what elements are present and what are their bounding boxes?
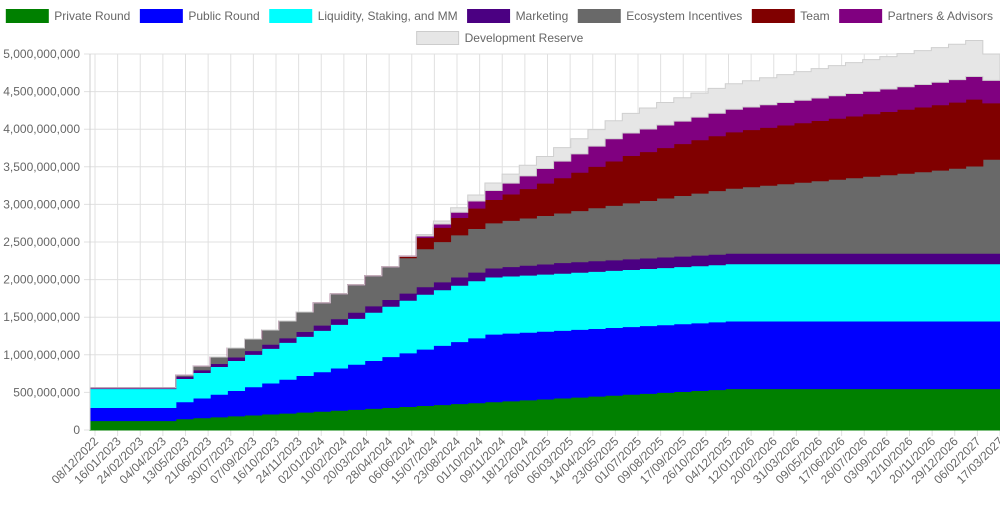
- legend-swatch: [577, 9, 621, 23]
- series-areas: [89, 39, 1000, 431]
- legend-item-marketing[interactable]: Marketing: [467, 9, 569, 23]
- legend-swatch: [139, 9, 183, 23]
- legend-swatch: [467, 9, 511, 23]
- y-tick-label: 1,000,000,000: [3, 348, 80, 362]
- legend-item-ecosystem-incentives[interactable]: Ecosystem Incentives: [577, 9, 742, 23]
- legend-swatch: [269, 9, 313, 23]
- y-tick-label: 5,000,000,000: [3, 47, 80, 61]
- legend-label: Development Reserve: [465, 31, 584, 45]
- legend-swatch: [5, 9, 49, 23]
- legend-label: Team: [800, 9, 829, 23]
- legend-item-development-reserve[interactable]: Development Reserve: [416, 31, 584, 45]
- legend-label: Private Round: [54, 9, 130, 23]
- legend-item-public-round[interactable]: Public Round: [139, 9, 260, 23]
- legend-item-partners-and-advisors[interactable]: Partners & Advisors: [839, 9, 993, 23]
- legend-label: Partners & Advisors: [888, 9, 993, 23]
- y-tick-label: 3,500,000,000: [3, 160, 80, 174]
- y-tick-label: 4,500,000,000: [3, 85, 80, 99]
- y-tick-label: 2,500,000,000: [3, 235, 80, 249]
- y-tick-label: 4,000,000,000: [3, 122, 80, 136]
- legend-item-team[interactable]: Team: [751, 9, 830, 23]
- legend-label: Liquidity, Staking, and MM: [318, 9, 458, 23]
- legend-label: Marketing: [516, 9, 569, 23]
- y-tick-label: 2,000,000,000: [3, 273, 80, 287]
- legend-item-private-round[interactable]: Private Round: [5, 9, 130, 23]
- y-tick-label: 3,000,000,000: [3, 197, 80, 211]
- legend: Private Round Public Round Liquidity, Stak…: [5, 9, 993, 45]
- legend-label: Public Round: [188, 9, 259, 23]
- y-tick-label: 0: [73, 423, 80, 437]
- y-tick-label: 1,500,000,000: [3, 310, 80, 324]
- y-tick-label: 500,000,000: [13, 385, 80, 399]
- legend-item-liquidity-staking-and-mm[interactable]: Liquidity, Staking, and MM: [269, 9, 458, 23]
- legend-swatch: [416, 31, 460, 45]
- area-development-reserve[interactable]: [90, 39, 1000, 389]
- legend-swatch: [839, 9, 883, 23]
- legend-swatch: [751, 9, 795, 23]
- legend-label: Ecosystem Incentives: [626, 9, 742, 23]
